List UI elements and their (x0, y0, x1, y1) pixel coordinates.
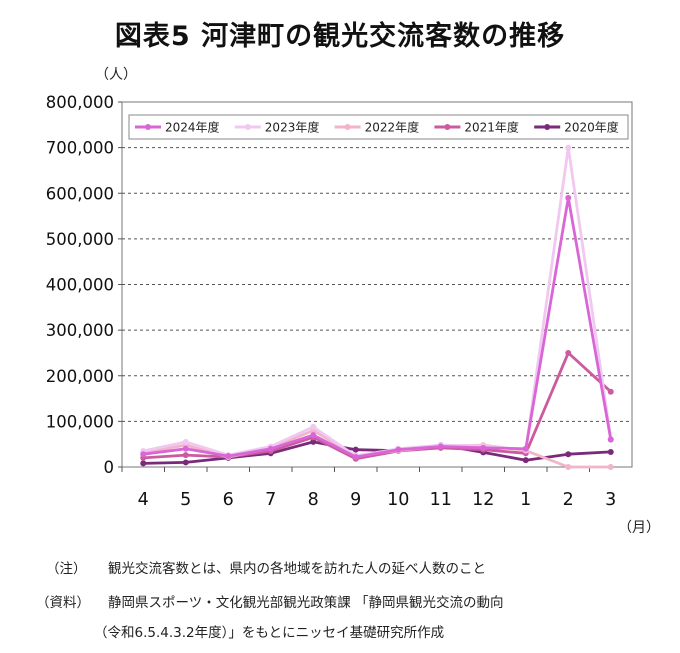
x-tick-label: 10 (387, 490, 409, 510)
y-axis-label: （人） (95, 67, 137, 83)
data-point-2020年度 (140, 460, 147, 467)
legend-marker (444, 124, 451, 130)
x-tick-label: 2 (563, 490, 574, 510)
x-tick-label: 6 (223, 490, 234, 510)
data-point-2023年度 (182, 438, 189, 445)
x-tick-label: 8 (308, 490, 319, 510)
x-tick-label: 12 (472, 490, 494, 510)
x-tick-label: 1 (520, 490, 531, 510)
data-point-2023年度 (565, 144, 572, 151)
data-point-2024年度 (352, 453, 359, 460)
legend-label: 2024年度 (165, 120, 220, 135)
y-tick-label: 100,000 (46, 412, 114, 431)
source-line-1: 静岡県スポーツ・文化観光部観光政策課 「静岡県観光交流の動向 (108, 595, 504, 611)
chart-title: 図表5 河津町の観光交流客数の推移 (114, 21, 566, 52)
y-tick-label: 800,000 (46, 93, 114, 112)
grid-lines (118, 101, 633, 472)
legend-label: 2021年度 (464, 120, 519, 135)
data-point-2021年度 (607, 388, 614, 395)
x-tick-label: 3 (605, 490, 616, 510)
source-continued: （令和6.5.4.3.2年度）」をもとにニッセイ基礎研究所作成 (94, 621, 444, 641)
y-tick-label: 200,000 (46, 367, 114, 386)
y-tick-label: 400,000 (46, 276, 114, 295)
data-point-2024年度 (522, 445, 529, 452)
series-line-2024年度 (143, 196, 613, 459)
data-point-2020年度 (522, 457, 529, 464)
data-point-2024年度 (480, 444, 487, 451)
data-point-2020年度 (310, 438, 317, 445)
data-point-2023年度 (310, 423, 317, 430)
data-point-2024年度 (182, 445, 189, 452)
legend-marker (145, 124, 151, 130)
data-point-2024年度 (395, 446, 402, 453)
data-point-2020年度 (182, 459, 189, 466)
x-tick-label: 4 (138, 490, 149, 510)
data-point-2021年度 (182, 452, 189, 459)
legend-label: 2023年度 (265, 120, 320, 135)
series-line-2021年度 (143, 351, 612, 461)
source-label: （資料） (36, 595, 90, 611)
x-axis-ticks: 4 5 6 7 8 9 10 11 12 1 2 3 (138, 490, 617, 510)
data-point-2024年度 (437, 443, 444, 450)
y-tick-label: 0 (104, 458, 115, 477)
data-point-2021年度 (565, 349, 572, 356)
legend-label: 2022年度 (365, 120, 420, 135)
source: （資料） 静岡県スポーツ・文化観光部観光政策課 「静岡県観光交流の動向 (36, 591, 504, 611)
data-point-2024年度 (565, 194, 572, 201)
legend-marker (344, 124, 351, 130)
y-axis-ticks: 0 100,000 200,000 300,000 400,000 500,000 600,… (46, 93, 114, 477)
data-point-2024年度 (140, 451, 147, 458)
series-line-2023年度 (143, 146, 613, 458)
data-point-2020年度 (565, 451, 572, 458)
data-point-2020年度 (352, 446, 359, 453)
x-axis-label: （月） (618, 520, 660, 536)
note-text: 観光交流客数とは、県内の各地域を訪れた人の延べ人数のこと (108, 561, 486, 577)
legend-marker (544, 124, 551, 130)
y-tick-label: 500,000 (46, 230, 114, 249)
data-point-2022年度 (607, 464, 614, 470)
data-point-2022年度 (565, 464, 572, 470)
y-tick-label: 600,000 (46, 184, 114, 203)
x-tick-label: 5 (180, 490, 191, 510)
note: （注） 観光交流客数とは、県内の各地域を訪れた人の延べ人数のこと (46, 557, 486, 577)
data-point-2024年度 (607, 436, 614, 443)
note-label: （注） (46, 561, 87, 577)
legend: 2024年度 2023年度 2022年度 2021年度 2020年度 (128, 114, 629, 140)
data-point-2024年度 (310, 432, 317, 439)
legend-label: 2020年度 (564, 120, 619, 135)
series-line-2020年度 (143, 440, 611, 465)
y-tick-label: 700,000 (46, 139, 114, 158)
data-point-2024年度 (267, 445, 274, 452)
y-tick-label: 300,000 (46, 321, 114, 340)
x-tick-label: 9 (350, 490, 361, 510)
x-tick-label: 7 (265, 490, 276, 510)
series-lines (140, 144, 614, 470)
source-line-2: （令和6.5.4.3.2年度）」をもとにニッセイ基礎研究所作成 (94, 625, 445, 641)
legend-marker (244, 124, 251, 130)
data-point-2020年度 (607, 448, 614, 455)
x-tick-label: 11 (430, 490, 452, 510)
data-point-2024年度 (225, 453, 232, 460)
